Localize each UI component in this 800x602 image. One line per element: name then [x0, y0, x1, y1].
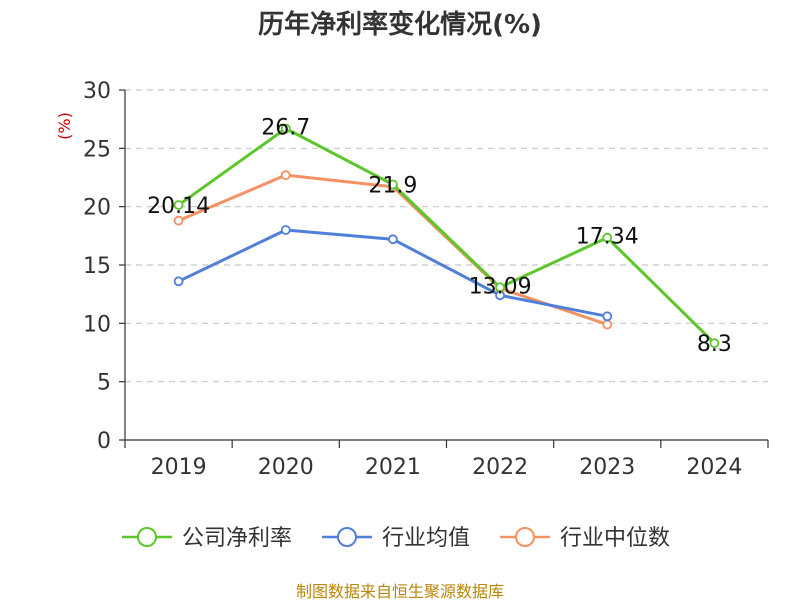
x-tick-label: 2021: [365, 455, 421, 480]
data-point: [602, 232, 613, 243]
x-tick-label: 2019: [151, 455, 207, 480]
data-point: [388, 234, 398, 245]
data-label: 21.9: [368, 174, 417, 199]
data-label: 13.09: [469, 274, 532, 299]
x-tick-label: 2020: [258, 455, 314, 480]
data-point: [602, 319, 613, 330]
data-point: [602, 311, 613, 322]
data-label: 17.34: [576, 225, 639, 250]
y-tick-label: 15: [83, 254, 111, 279]
data-point: [173, 276, 184, 287]
data-point: [173, 200, 184, 210]
legend-swatch-marker: [137, 527, 157, 547]
y-tick-label: 5: [97, 371, 111, 396]
series-lines: [173, 123, 720, 349]
y-tick-label: 0: [97, 429, 111, 454]
x-tick-label: 2023: [579, 455, 635, 480]
series-line: [177, 127, 716, 345]
y-tick-label: 10: [83, 312, 111, 337]
data-labels: 20.14 26.7 21.9 13.09 17.34 8.3: [147, 116, 732, 358]
legend-swatch-marker: [515, 527, 535, 547]
data-source-note: 制图数据来自恒生聚源数据库: [295, 582, 504, 601]
data-point: [173, 215, 184, 226]
data-label: 20.14: [147, 194, 210, 219]
y-tick-label: 25: [83, 137, 111, 162]
data-label: 8.3: [697, 332, 732, 357]
legend-item: 行业中位数: [500, 526, 670, 551]
x-tick-label: 2022: [472, 455, 528, 480]
y-tick-label: 30: [83, 79, 111, 104]
data-point: [388, 179, 398, 190]
axes: 0 5 10 15 20 25 30 (%) 2019 2020 2021 2022 2023 2024: [55, 79, 769, 480]
grid-lines: [125, 89, 768, 383]
data-point: [280, 170, 291, 181]
y-tick-label: 20: [83, 196, 111, 221]
legend-label: 公司净利率: [182, 526, 292, 551]
legend-item: 公司净利率: [122, 526, 292, 551]
data-point: [280, 225, 291, 235]
chart-title: 历年净利率变化情况(%): [258, 10, 542, 40]
legend-swatch-marker: [337, 527, 357, 547]
legend-label: 行业中位数: [560, 526, 670, 551]
data-label: 26.7: [261, 116, 310, 141]
legend-label: 行业均值: [382, 526, 470, 551]
legend: 公司净利率 行业均值 行业中位数: [122, 526, 670, 551]
data-point: [280, 123, 291, 134]
legend-item: 行业均值: [322, 526, 470, 551]
data-point: [709, 338, 720, 349]
y-axis-label: (%): [55, 112, 74, 140]
data-point: [495, 282, 505, 293]
x-tick-label: 2024: [686, 455, 742, 480]
